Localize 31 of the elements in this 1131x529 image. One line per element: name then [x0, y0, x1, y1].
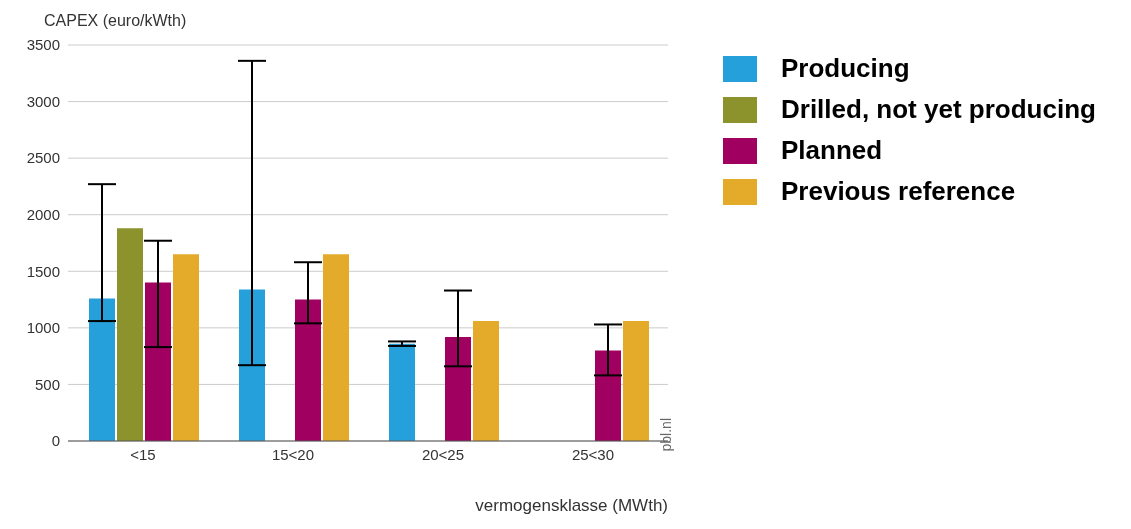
- y-tick-label: 1000: [26, 319, 60, 337]
- x-axis-title: vermogensklasse (MWth): [475, 496, 668, 515]
- bar: [473, 321, 499, 441]
- y-tick-label: 3000: [26, 92, 60, 110]
- bar: [389, 343, 415, 441]
- legend-label: Planned: [781, 135, 883, 166]
- annotation: pbl.nl: [658, 418, 674, 452]
- legend-label: Producing: [781, 53, 910, 84]
- bar: [239, 289, 265, 441]
- y-tick-label: 2500: [26, 149, 60, 167]
- y-axis-title: CAPEX (euro/kWth): [44, 12, 187, 30]
- x-tick-label: 25<30: [571, 445, 615, 463]
- bar: [623, 321, 649, 441]
- y-tick-label: 500: [34, 375, 60, 393]
- bar: [117, 228, 143, 441]
- bar: [445, 336, 471, 441]
- y-tick-label: 1500: [26, 262, 60, 280]
- legend-label: Drilled, not yet producing: [781, 94, 1096, 125]
- bar: [295, 299, 321, 441]
- x-tick-label: 20<25: [421, 445, 465, 463]
- y-tick-label: 2000: [26, 206, 60, 224]
- bar: [89, 298, 115, 441]
- bar: [595, 350, 621, 441]
- y-tick-label: 3500: [26, 36, 60, 54]
- bar: [173, 254, 199, 441]
- bar: [145, 282, 171, 441]
- legend-label: Previous reference: [781, 176, 1016, 207]
- y-tick-label: 0: [51, 432, 60, 450]
- bar: [323, 254, 349, 441]
- x-tick-label: <15: [130, 445, 156, 463]
- x-tick-label: 15<20: [271, 445, 315, 463]
